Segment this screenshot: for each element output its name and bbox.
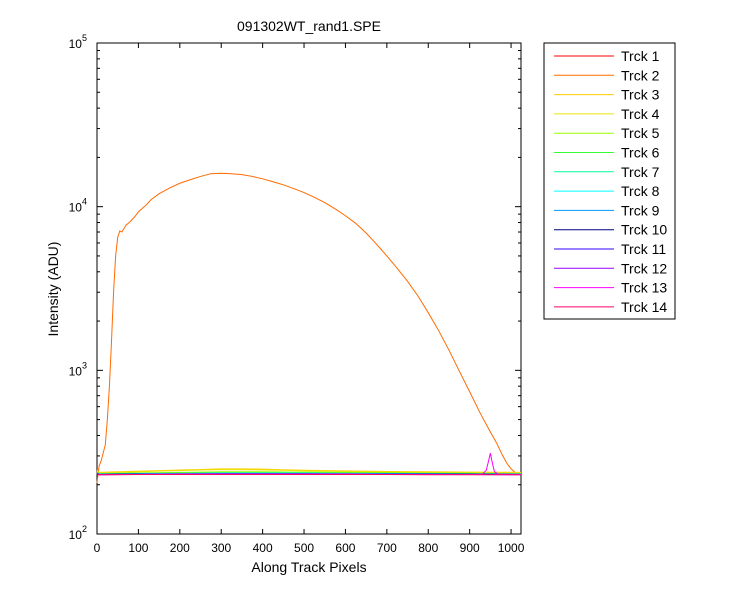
legend-label-trck-8: Trck 8 xyxy=(621,183,660,199)
axes: 0 100 200 300 400 500 600 700 800 900 1000 102 103 10… xyxy=(69,33,525,555)
chart-title: 091302WT_rand1.SPE xyxy=(237,18,381,34)
x-tick-label: 400 xyxy=(253,541,273,555)
x-tick-label: 300 xyxy=(211,541,231,555)
x-axis-label: Along Track Pixels xyxy=(251,559,366,575)
y-tick-label: 104 xyxy=(69,197,87,215)
legend-label-trck-9: Trck 9 xyxy=(621,202,660,218)
series-line-trck-2 xyxy=(96,172,522,484)
x-tick-label: 200 xyxy=(170,541,190,555)
series-line-trck-14 xyxy=(96,473,521,476)
legend-label-trck-5: Trck 5 xyxy=(621,125,660,141)
legend-label-trck-3: Trck 3 xyxy=(621,87,660,103)
x-tick-label: 600 xyxy=(335,541,355,555)
legend-label-trck-13: Trck 13 xyxy=(621,280,667,296)
legend-label-trck-12: Trck 12 xyxy=(621,260,667,276)
x-tick-label: 700 xyxy=(377,541,397,555)
y-tick-label: 103 xyxy=(69,360,87,378)
legend-label-trck-6: Trck 6 xyxy=(621,145,660,161)
x-tick-label: 100 xyxy=(128,541,148,555)
x-tick-label: 0 xyxy=(94,541,101,555)
x-tick-label: 1000 xyxy=(498,541,525,555)
x-tick-label: 900 xyxy=(460,541,480,555)
legend-label-trck-7: Trck 7 xyxy=(621,164,660,180)
legend-label-trck-1: Trck 1 xyxy=(621,48,660,64)
legend-label-trck-14: Trck 14 xyxy=(621,299,667,315)
series-line-trck-4 xyxy=(96,469,522,474)
y-tick-label: 105 xyxy=(69,33,87,51)
x-tick-label: 800 xyxy=(418,541,438,555)
x-tick-label: 500 xyxy=(294,541,314,555)
series-layer xyxy=(96,172,522,484)
legend-label-trck-2: Trck 2 xyxy=(621,67,660,83)
legend-box xyxy=(543,42,676,320)
legend-label-trck-11: Trck 11 xyxy=(621,241,666,257)
legend-label-trck-4: Trck 4 xyxy=(621,106,660,122)
plot-area xyxy=(96,42,522,535)
y-tick-label: 102 xyxy=(69,524,87,542)
y-axis-label: Intensity (ADU) xyxy=(45,242,61,337)
legend: Trck 1 Trck 2 Trck 3 Trck 4 Trck 5 Trck 6 Trck… xyxy=(543,42,676,320)
series-line-trck-3 xyxy=(96,468,522,473)
legend-label-trck-10: Trck 10 xyxy=(621,222,667,238)
